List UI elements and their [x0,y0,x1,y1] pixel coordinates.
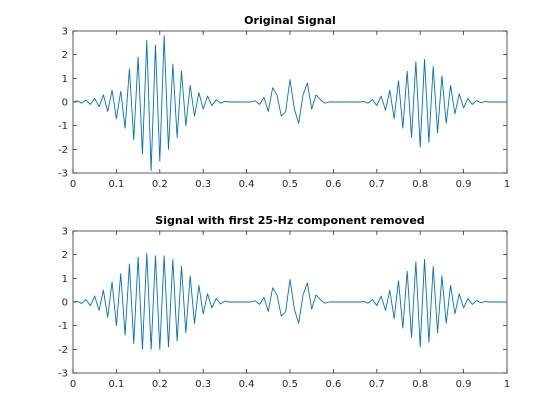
y-tick-label: -3 [58,369,68,380]
y-tick-label: 2 [62,250,68,261]
x-tick-label: 1 [504,179,510,190]
y-tick-label: 0 [62,98,68,109]
y-tick-label: -3 [58,169,68,180]
y-tick-label: 2 [62,50,68,61]
x-tick-label: 0.6 [325,179,341,190]
x-tick-label: 0.4 [239,379,255,390]
subplot-2: Signal with first 25-Hz component remove… [58,214,510,390]
x-tick-label: 0 [70,179,76,190]
axes-frame [72,230,508,374]
x-tick-label: 0.9 [456,379,472,390]
x-tick-label: 0.3 [195,379,211,390]
y-tick-label: -2 [58,145,68,156]
y-tick-label: -1 [58,321,68,332]
x-tick-label: 0.3 [195,179,211,190]
x-tick-label: 0.4 [239,179,255,190]
y-tick-label: -1 [58,121,68,132]
x-tick-label: 0.2 [152,379,168,390]
y-tick-label: 3 [62,227,68,238]
x-tick-label: 0.8 [412,379,428,390]
y-tick-label: 3 [62,27,68,38]
x-tick-label: 0.5 [282,179,298,190]
axes-frame [72,30,508,174]
signal-line [72,35,507,172]
chart-title: Signal with first 25-Hz component remove… [155,214,424,227]
x-tick-label: 0.1 [108,179,124,190]
x-tick-label: 0.7 [369,179,385,190]
x-tick-label: 0.9 [456,179,472,190]
x-tick-label: 0.1 [108,379,124,390]
subplot-1: Original Signal 0 0.1 0.2 0.3 0.4 0.5 0.6 0.7 0.8… [58,14,510,190]
x-tick-label: 0.5 [282,379,298,390]
x-tick-label: 0.8 [412,179,428,190]
y-tick-label: 0 [62,298,68,309]
x-tick-label: 0.7 [369,379,385,390]
x-tick-label: 0.6 [325,379,341,390]
y-tick-label: 1 [62,274,68,285]
y-tick-label: 1 [62,74,68,85]
x-tick-label: 1 [504,379,510,390]
chart-title: Original Signal [244,14,336,27]
signal-line [72,253,507,350]
x-tick-label: 0.2 [152,179,168,190]
y-tick-label: -2 [58,345,68,356]
x-tick-label: 0 [70,379,76,390]
